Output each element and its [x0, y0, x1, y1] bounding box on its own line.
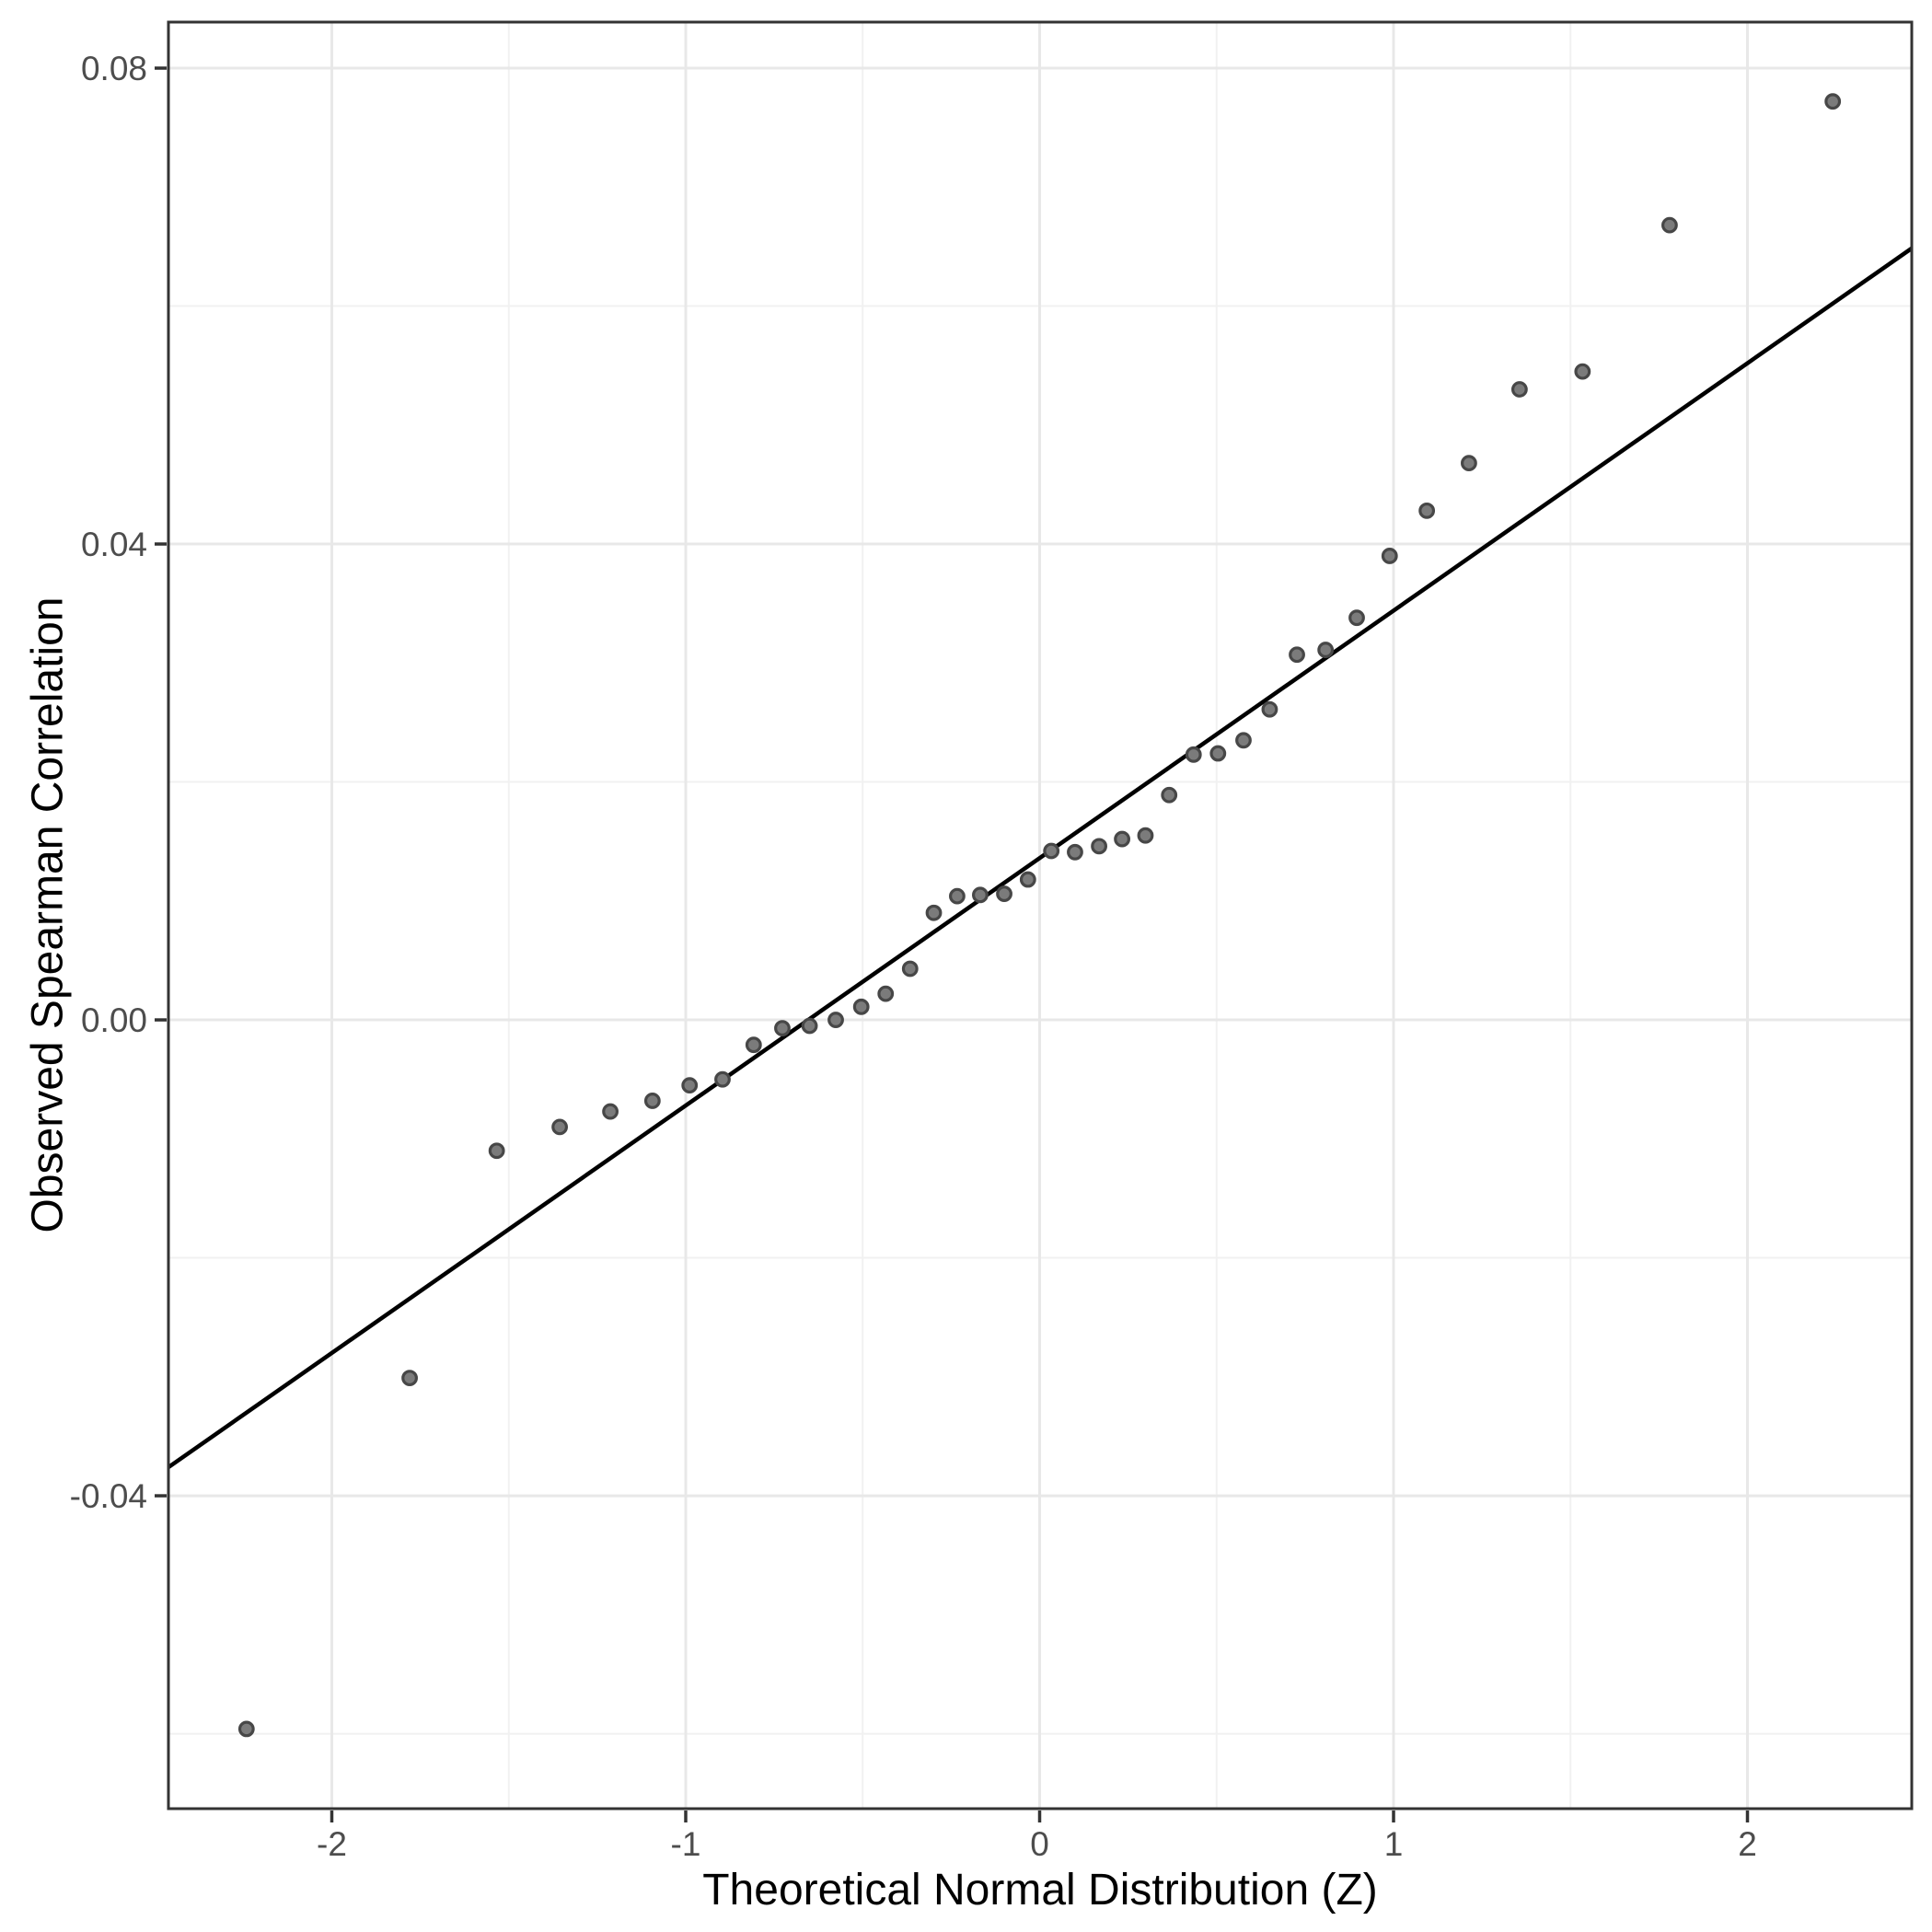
data-point — [1185, 746, 1202, 763]
panel-border — [167, 20, 1914, 1811]
data-point — [1261, 700, 1278, 718]
data-point — [972, 886, 989, 904]
data-point — [1137, 827, 1154, 844]
x-tick-label: 0 — [1030, 1825, 1049, 1863]
data-point — [901, 960, 919, 978]
data-point — [1114, 830, 1130, 848]
qq-reference-line — [167, 246, 1914, 1469]
data-point — [1381, 548, 1398, 564]
data-point — [1317, 642, 1335, 658]
data-point — [488, 1142, 505, 1160]
data-point — [1235, 732, 1252, 749]
data-point — [1348, 609, 1365, 627]
data-point — [801, 1017, 818, 1035]
data-point — [877, 985, 895, 1002]
data-point — [681, 1077, 699, 1094]
data-point — [643, 1093, 661, 1109]
data-point — [1019, 871, 1036, 888]
y-tick-label: 0.08 — [81, 50, 147, 87]
data-point — [1289, 646, 1305, 664]
x-tick-label: 1 — [1384, 1825, 1404, 1863]
data-point — [1461, 455, 1477, 472]
data-point — [551, 1118, 569, 1136]
data-point — [745, 1036, 762, 1054]
data-point — [401, 1370, 418, 1387]
y-tick-label: -0.04 — [70, 1477, 147, 1515]
data-point — [1661, 216, 1678, 234]
data-point — [1209, 745, 1227, 762]
y-tick-label: 0.04 — [81, 526, 147, 563]
data-point — [1067, 843, 1083, 861]
x-tick-label: -1 — [671, 1825, 701, 1863]
x-tick-label: 2 — [1738, 1825, 1757, 1863]
data-point — [996, 885, 1012, 902]
x-tick-label: -2 — [317, 1825, 347, 1863]
data-point — [925, 904, 943, 921]
data-point — [1824, 93, 1842, 110]
data-point — [714, 1070, 731, 1088]
data-point — [1574, 363, 1591, 380]
data-point — [1161, 786, 1178, 804]
x-axis-title: Theoretical Normal Distribution (Z) — [702, 1866, 1378, 1915]
data-point — [602, 1103, 619, 1120]
data-point — [1418, 502, 1436, 519]
data-point — [237, 1720, 255, 1738]
data-point — [949, 887, 966, 905]
data-point — [1091, 838, 1107, 855]
data-point — [1043, 842, 1060, 860]
data-point — [852, 998, 870, 1015]
data-point — [1510, 381, 1528, 398]
y-axis-title: Observed Spearman Correlation — [23, 596, 73, 1233]
data-point — [774, 1020, 791, 1036]
y-tick-label: 0.00 — [81, 1001, 147, 1039]
data-point — [827, 1012, 844, 1028]
